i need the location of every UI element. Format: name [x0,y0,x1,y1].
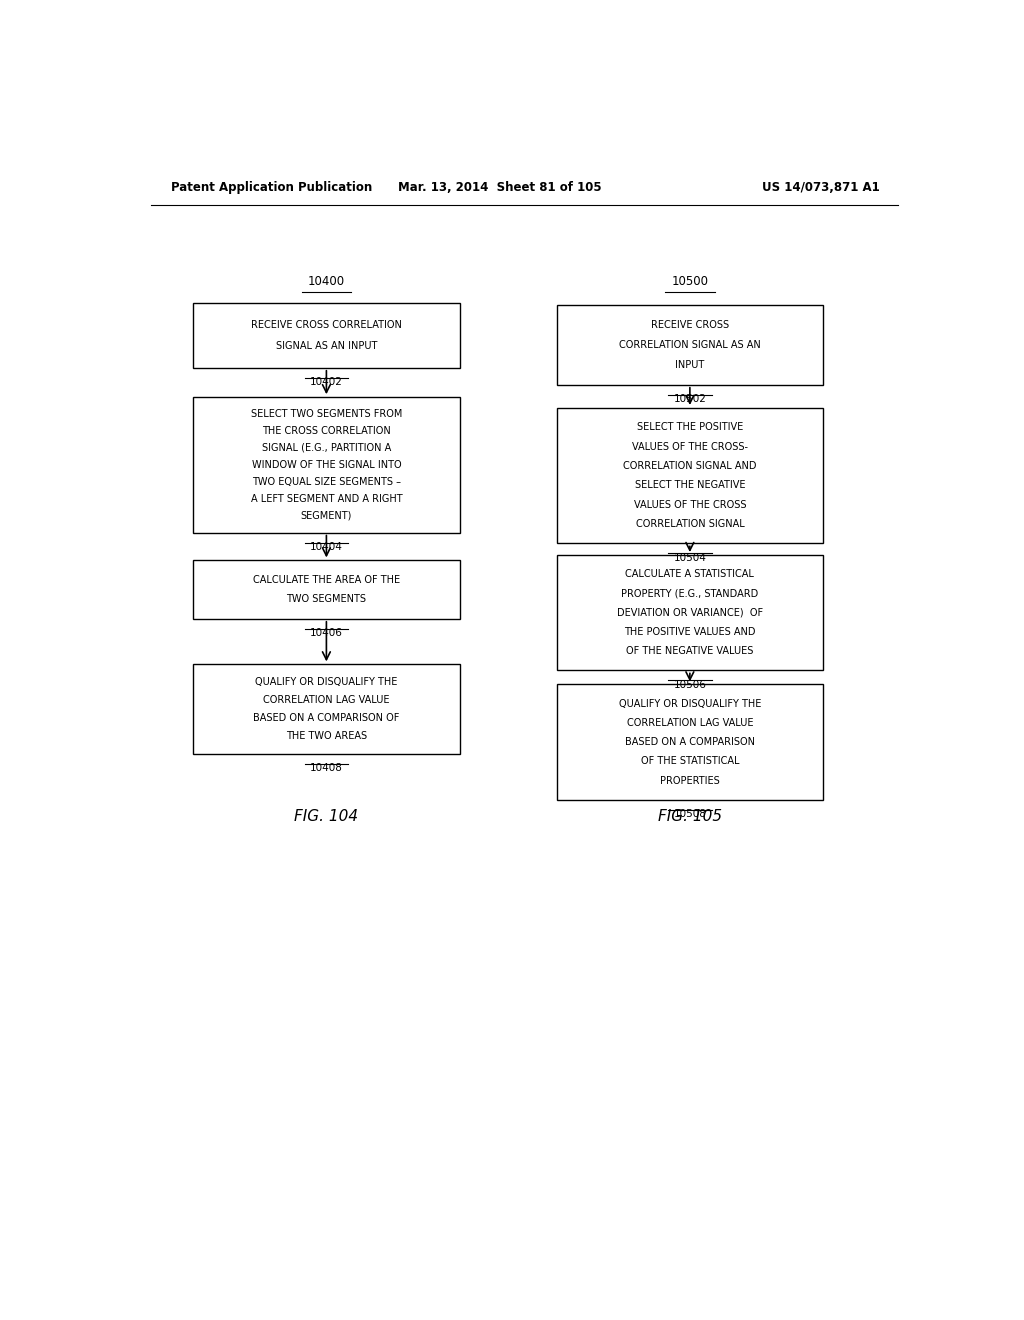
Text: SIGNAL AS AN INPUT: SIGNAL AS AN INPUT [275,342,377,351]
Text: RECEIVE CROSS: RECEIVE CROSS [651,319,729,330]
Bar [557,305,823,385]
Text: Patent Application Publication: Patent Application Publication [171,181,372,194]
Text: US 14/073,871 A1: US 14/073,871 A1 [762,181,880,194]
Text: PROPERTIES: PROPERTIES [660,776,720,785]
Text: DEVIATION OR VARIANCE)  OF: DEVIATION OR VARIANCE) OF [616,607,763,618]
Text: 10502: 10502 [674,395,707,404]
Text: SELECT THE POSITIVE: SELECT THE POSITIVE [637,422,743,432]
Text: CORRELATION LAG VALUE: CORRELATION LAG VALUE [627,718,753,727]
Text: RECEIVE CROSS CORRELATION: RECEIVE CROSS CORRELATION [251,319,401,330]
Text: CORRELATION SIGNAL: CORRELATION SIGNAL [636,519,744,529]
Text: SELECT TWO SEGMENTS FROM: SELECT TWO SEGMENTS FROM [251,409,402,418]
Text: QUALIFY OR DISQUALIFY THE: QUALIFY OR DISQUALIFY THE [255,677,397,688]
Text: CALCULATE THE AREA OF THE: CALCULATE THE AREA OF THE [253,574,400,585]
Text: THE TWO AREAS: THE TWO AREAS [286,731,367,741]
Text: CORRELATION LAG VALUE: CORRELATION LAG VALUE [263,696,390,705]
Text: VALUES OF THE CROSS: VALUES OF THE CROSS [634,500,746,510]
Text: TWO EQUAL SIZE SEGMENTS –: TWO EQUAL SIZE SEGMENTS – [252,477,401,487]
Bar [557,554,823,671]
Text: 10406: 10406 [310,628,343,638]
Bar [557,684,823,800]
Text: TWO SEGMENTS: TWO SEGMENTS [287,594,367,605]
Text: Mar. 13, 2014  Sheet 81 of 105: Mar. 13, 2014 Sheet 81 of 105 [398,181,602,194]
Text: WINDOW OF THE SIGNAL INTO: WINDOW OF THE SIGNAL INTO [252,459,401,470]
Bar [194,397,460,533]
Text: BASED ON A COMPARISON: BASED ON A COMPARISON [625,737,755,747]
Text: A LEFT SEGMENT AND A RIGHT: A LEFT SEGMENT AND A RIGHT [251,494,402,504]
Text: OF THE NEGATIVE VALUES: OF THE NEGATIVE VALUES [627,647,754,656]
Bar [194,304,460,368]
Text: FIG. 104: FIG. 104 [294,809,358,824]
Text: FIG. 105: FIG. 105 [657,809,722,824]
Text: CORRELATION SIGNAL AS AN: CORRELATION SIGNAL AS AN [618,339,761,350]
Text: 10408: 10408 [310,763,343,772]
Text: SEGMENT): SEGMENT) [301,511,352,520]
Text: BASED ON A COMPARISON OF: BASED ON A COMPARISON OF [253,713,399,723]
Text: THE CROSS CORRELATION: THE CROSS CORRELATION [262,426,391,436]
Text: PROPERTY (E.G., STANDARD: PROPERTY (E.G., STANDARD [622,589,759,598]
Text: 10404: 10404 [310,543,343,552]
Bar [194,561,460,619]
Text: 10400: 10400 [308,275,345,288]
Text: CORRELATION SIGNAL AND: CORRELATION SIGNAL AND [624,461,757,471]
Text: 10500: 10500 [672,275,709,288]
Text: VALUES OF THE CROSS-: VALUES OF THE CROSS- [632,442,748,451]
Bar [194,664,460,754]
Text: 10402: 10402 [310,378,343,387]
Text: 10508: 10508 [674,809,707,818]
Text: 10506: 10506 [674,680,707,689]
Text: THE POSITIVE VALUES AND: THE POSITIVE VALUES AND [624,627,756,638]
Text: INPUT: INPUT [675,360,705,370]
Text: 10504: 10504 [674,553,707,562]
Text: OF THE STATISTICAL: OF THE STATISTICAL [641,756,739,767]
Text: CALCULATE A STATISTICAL: CALCULATE A STATISTICAL [626,569,755,579]
Text: QUALIFY OR DISQUALIFY THE: QUALIFY OR DISQUALIFY THE [618,698,761,709]
Text: SELECT THE NEGATIVE: SELECT THE NEGATIVE [635,480,745,490]
Bar [557,408,823,544]
Text: SIGNAL (E.G., PARTITION A: SIGNAL (E.G., PARTITION A [262,444,391,453]
